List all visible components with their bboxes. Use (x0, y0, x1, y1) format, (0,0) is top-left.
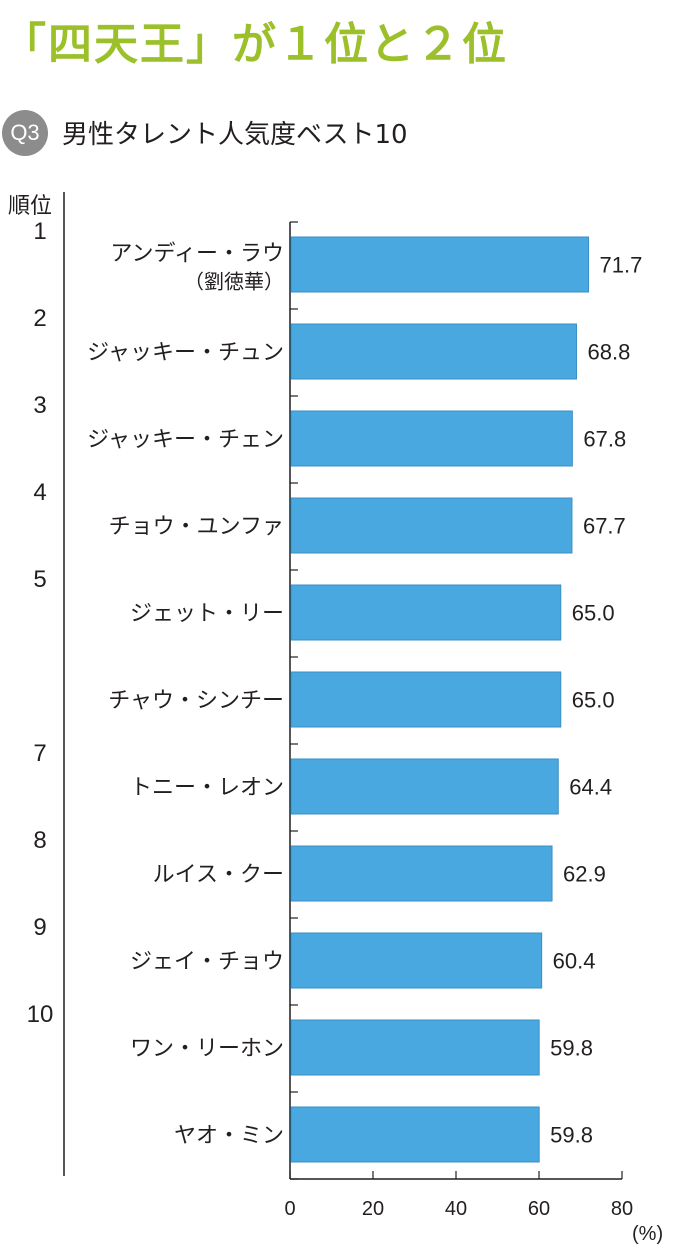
bar-value-label: 65.0 (572, 688, 615, 713)
rank-number: 1 (33, 218, 46, 245)
x-tick-label: 0 (284, 1198, 295, 1220)
category-label: ワン・リーホン (130, 1037, 284, 1062)
bar-value-label: 64.4 (569, 775, 612, 800)
rank-number: 7 (33, 740, 46, 767)
bar (290, 671, 562, 728)
bar-value-label: 65.0 (572, 601, 615, 626)
category-label: チャウ・シンチー (108, 689, 284, 714)
bar-value-label: 59.8 (550, 1123, 593, 1148)
headline: 「四天王」が１位と２位 (2, 19, 508, 70)
category-label: ジャッキー・チェン (87, 428, 284, 453)
rank-number: 5 (33, 566, 46, 593)
rank-header: 順位 (8, 194, 52, 219)
bar (290, 236, 590, 293)
bar-value-label: 67.8 (583, 427, 626, 452)
bar (290, 1106, 540, 1163)
x-tick-label: 40 (445, 1198, 467, 1220)
chart-title: 男性タレント人気度ベスト10 (62, 120, 408, 150)
bar (290, 758, 559, 815)
category-label: ジャッキー・チュン (87, 341, 284, 366)
bar (290, 932, 543, 989)
rank-number: 4 (33, 479, 46, 506)
category-label: ジェット・リー (130, 602, 284, 627)
rank-number: 10 (27, 1001, 54, 1028)
category-label: チョウ・ユンファ (109, 515, 284, 540)
bar-value-label: 59.8 (550, 1036, 593, 1061)
category-label: ジェイ・チョウ (130, 950, 284, 975)
bar (290, 584, 562, 641)
x-tick-label: 80 (611, 1198, 633, 1220)
bar-value-label: 60.4 (553, 949, 596, 974)
question-badge: Q3 (2, 110, 48, 156)
rank-number: 8 (33, 827, 46, 854)
rank-number: 2 (33, 305, 46, 332)
bar-value-label: 62.9 (563, 862, 606, 887)
bar (290, 845, 553, 902)
rank-number: 3 (33, 392, 46, 419)
category-label: ヤオ・ミン (174, 1124, 284, 1149)
category-label: トニー・レオン (130, 776, 284, 801)
rank-number: 9 (33, 914, 46, 941)
category-label: アンディー・ラウ (110, 242, 284, 267)
bar-value-label: 71.7 (600, 253, 643, 278)
bar (290, 497, 573, 554)
bar (290, 323, 578, 380)
bar-value-label: 67.7 (583, 514, 626, 539)
x-tick-label: 60 (528, 1198, 550, 1220)
x-tick-label: 20 (362, 1198, 384, 1220)
x-axis-unit: (%) (632, 1223, 663, 1245)
bar (290, 1019, 540, 1076)
category-label: ルイス・クー (153, 863, 284, 888)
bar-value-label: 68.8 (588, 340, 631, 365)
bar (290, 410, 573, 467)
category-sublabel: （劉徳華） (184, 270, 284, 294)
